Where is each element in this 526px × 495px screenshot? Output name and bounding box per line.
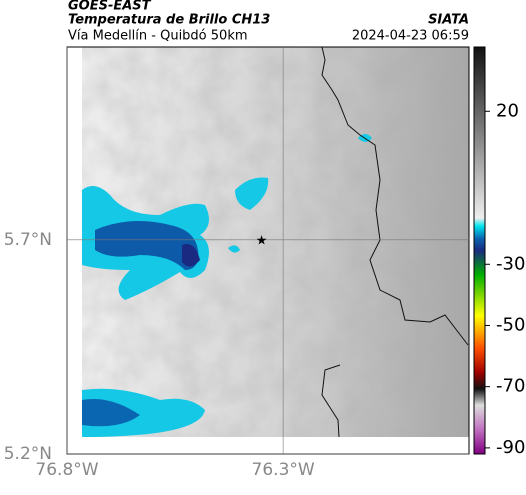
y-tick-label: 5.7°N xyxy=(4,230,52,250)
colorbar-tick-label: 20 xyxy=(496,100,519,121)
colorbar-tick-label: -50 xyxy=(496,314,525,335)
product: GOES-EAST xyxy=(68,0,152,14)
colorbar-tick-label: -30 xyxy=(496,253,525,274)
datetime: 2024-04-23 06:59 xyxy=(352,29,469,44)
source: SIATA xyxy=(428,13,469,28)
x-tick-label: 76.3°W xyxy=(252,460,315,480)
subtitle: Vía Medellín - Quibdó 50km xyxy=(68,29,248,44)
x-tick-label: 76.8°W xyxy=(35,460,98,480)
colorbar-tick-label: -70 xyxy=(496,376,525,397)
imagery xyxy=(82,47,469,437)
colorbar xyxy=(473,46,486,455)
y-tick-label: 5.2°N xyxy=(4,444,52,464)
colorbar-tick-label: -90 xyxy=(496,437,525,458)
title: Temperatura de Brillo CH13 xyxy=(68,13,270,28)
location-marker: ★ xyxy=(256,233,268,248)
